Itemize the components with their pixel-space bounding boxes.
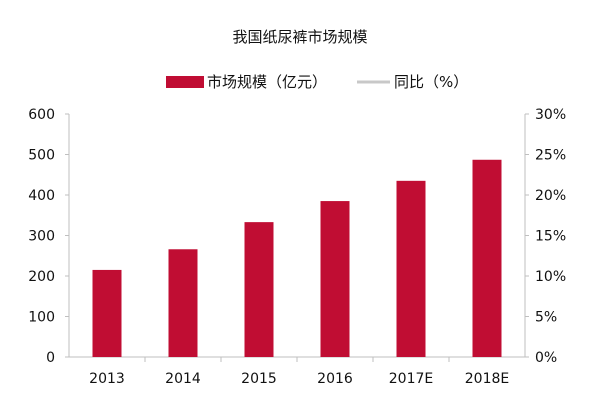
x-tick-label: 2017E xyxy=(389,371,433,387)
left-axis-ticks: 0 100 200 300 400 500 600 xyxy=(28,107,69,366)
bar-2015 xyxy=(244,222,274,357)
bars xyxy=(92,159,502,357)
left-tick-label: 0 xyxy=(46,350,55,366)
right-tick-label: 15% xyxy=(535,229,566,245)
x-tick-label: 2015 xyxy=(241,371,277,387)
legend-swatch-market-size xyxy=(166,76,204,88)
left-tick-label: 100 xyxy=(28,310,55,326)
bar-2018E xyxy=(472,159,502,357)
left-tick-label: 600 xyxy=(28,107,55,123)
x-tick-label: 2014 xyxy=(165,371,201,387)
bar-2016 xyxy=(320,201,350,357)
bar-2014 xyxy=(168,249,198,357)
legend-label-yoy: 同比（%） xyxy=(394,73,468,91)
bar-2017E xyxy=(396,180,426,357)
right-tick-label: 30% xyxy=(535,107,566,123)
left-tick-label: 500 xyxy=(28,148,55,164)
chart-title: 我国纸尿裤市场规模 xyxy=(232,28,367,46)
right-axis-ticks: 0% 5% 10% 15% 20% 25% 30% xyxy=(525,107,566,366)
bar-2013 xyxy=(92,269,122,357)
left-tick-label: 200 xyxy=(28,269,55,285)
x-tick-label: 2018E xyxy=(465,371,509,387)
legend: 市场规模（亿元） 同比（%） xyxy=(166,73,468,91)
x-tick-label: 2016 xyxy=(317,371,353,387)
right-tick-label: 20% xyxy=(535,188,566,204)
x-tick-label: 2013 xyxy=(89,371,125,387)
right-tick-label: 10% xyxy=(535,269,566,285)
right-tick-label: 5% xyxy=(535,310,557,326)
right-tick-label: 25% xyxy=(535,148,566,164)
left-tick-label: 400 xyxy=(28,188,55,204)
x-axis-ticks: 2013 2014 2015 2016 2017E 2018E xyxy=(89,357,509,387)
left-tick-label: 300 xyxy=(28,229,55,245)
legend-label-market-size: 市场规模（亿元） xyxy=(207,73,327,91)
right-tick-label: 0% xyxy=(535,350,557,366)
